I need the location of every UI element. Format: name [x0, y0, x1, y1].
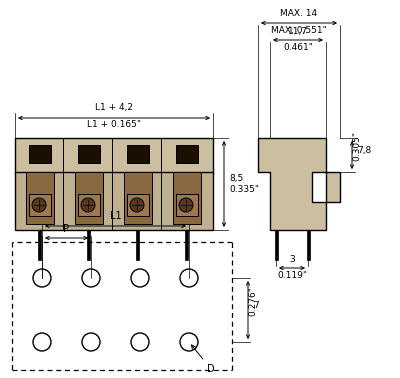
Text: P: P [64, 224, 70, 234]
Circle shape [179, 198, 193, 212]
Text: 8,5: 8,5 [229, 175, 243, 183]
Bar [86, 230, 90, 260]
Bar [29, 194, 51, 216]
Text: L1: L1 [110, 211, 121, 221]
Text: 7,8: 7,8 [357, 147, 371, 155]
Bar [184, 230, 188, 260]
Bar [78, 194, 100, 216]
Bar [176, 145, 198, 163]
Bar [75, 172, 103, 224]
Circle shape [180, 333, 198, 351]
Bar [127, 145, 149, 163]
Text: 0.119": 0.119" [277, 271, 307, 280]
Bar [29, 145, 51, 163]
Circle shape [82, 269, 100, 287]
Text: 0.276": 0.276" [248, 286, 258, 316]
Text: MAX. 0.551": MAX. 0.551" [271, 26, 327, 35]
Bar [176, 194, 198, 216]
Bar [136, 230, 138, 260]
Circle shape [81, 198, 95, 212]
Bar [38, 230, 40, 260]
Text: D: D [192, 345, 215, 374]
Circle shape [82, 333, 100, 351]
Circle shape [131, 333, 149, 351]
Bar [78, 145, 100, 163]
Bar [306, 230, 310, 260]
Bar [127, 194, 149, 216]
Bar [124, 172, 152, 224]
Bar [274, 230, 278, 260]
Bar [15, 172, 213, 230]
Circle shape [32, 198, 46, 212]
Circle shape [33, 333, 51, 351]
Text: L1 + 0.165": L1 + 0.165" [87, 120, 141, 129]
Text: 3: 3 [289, 255, 295, 264]
Circle shape [33, 269, 51, 287]
Text: 0.335": 0.335" [229, 184, 259, 194]
Circle shape [180, 269, 198, 287]
Bar [26, 172, 54, 224]
Text: MAX. 14: MAX. 14 [280, 9, 318, 18]
Text: 11,7: 11,7 [288, 27, 308, 36]
Text: 7: 7 [253, 301, 259, 310]
Text: L1 + 4,2: L1 + 4,2 [95, 103, 133, 112]
Text: 0.305": 0.305" [352, 131, 362, 161]
Text: 0.461": 0.461" [283, 43, 313, 52]
Polygon shape [258, 138, 326, 230]
Circle shape [131, 269, 149, 287]
Bar [326, 172, 340, 202]
Bar [173, 172, 201, 224]
Bar [15, 138, 213, 174]
Circle shape [130, 198, 144, 212]
